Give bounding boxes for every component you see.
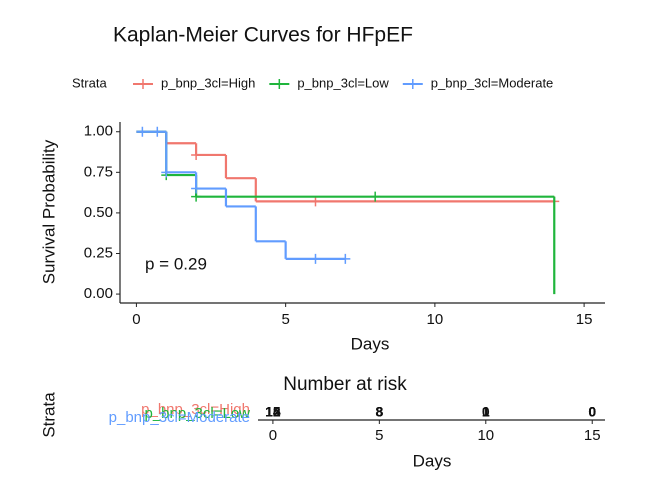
risk-x-tick-label: 15: [584, 427, 601, 444]
censor-mark: [310, 253, 321, 264]
x-tick-label: 5: [281, 311, 289, 328]
risk-count: 0: [588, 404, 596, 420]
x-tick-label: 10: [427, 311, 444, 328]
censor-mark: [161, 167, 172, 178]
risk-title: Number at risk: [283, 374, 407, 395]
x-tick-label: 15: [576, 311, 593, 328]
risk-count: 8: [375, 404, 383, 420]
legend-label: p_bnp_3cl=Moderate: [431, 75, 554, 90]
y-tick-label: 0.00: [84, 285, 113, 302]
risk-row-label: p_bnp_3cl=Moderate: [109, 409, 250, 426]
risk-x-tick-label: 10: [477, 427, 494, 444]
risk-row-label: p_bnp_3cl=Low: [144, 405, 250, 422]
risk-x-tick-label: 5: [375, 427, 383, 444]
risk-count: 0: [482, 404, 490, 420]
censor-mark: [340, 253, 351, 264]
censor-mark: [370, 191, 381, 202]
risk-count: 1: [482, 404, 490, 420]
censor-mark: [191, 183, 202, 194]
censor-mark: [191, 149, 202, 160]
annotation: p = 0.29: [145, 254, 207, 273]
y-tick-label: 1.00: [84, 123, 113, 140]
legend-label: p_bnp_3cl=High: [161, 75, 255, 90]
risk-count: 1: [482, 404, 490, 420]
risk-count: 0: [588, 404, 596, 420]
risk-count: 12: [265, 404, 281, 420]
censor-mark: [310, 196, 321, 207]
legend-label: p_bnp_3cl=Low: [297, 75, 389, 90]
risk-count: 3: [375, 404, 383, 420]
x-axis-label: Days: [351, 334, 390, 353]
chart-title: Kaplan-Meier Curves for HFpEF: [113, 24, 413, 47]
risk-row-label: p_bnp_3cl=High: [141, 401, 250, 418]
y-tick-label: 0.25: [84, 244, 113, 261]
y-axis-label: Survival Probability: [39, 139, 58, 284]
risk-count: 8: [375, 404, 383, 420]
x-tick-label: 0: [132, 311, 140, 328]
risk-count: 14: [265, 404, 281, 420]
legend-title: Strata: [72, 75, 107, 90]
censor-mark: [152, 126, 163, 137]
risk-count: 15: [265, 404, 281, 420]
risk-count: 0: [588, 404, 596, 420]
risk-x-label: Days: [413, 451, 452, 470]
censor-mark: [137, 126, 148, 137]
risk-x-tick-label: 0: [269, 427, 277, 444]
y-tick-label: 0.50: [84, 204, 113, 221]
risk-y-label: Strata: [39, 392, 58, 438]
y-tick-label: 0.75: [84, 163, 113, 180]
